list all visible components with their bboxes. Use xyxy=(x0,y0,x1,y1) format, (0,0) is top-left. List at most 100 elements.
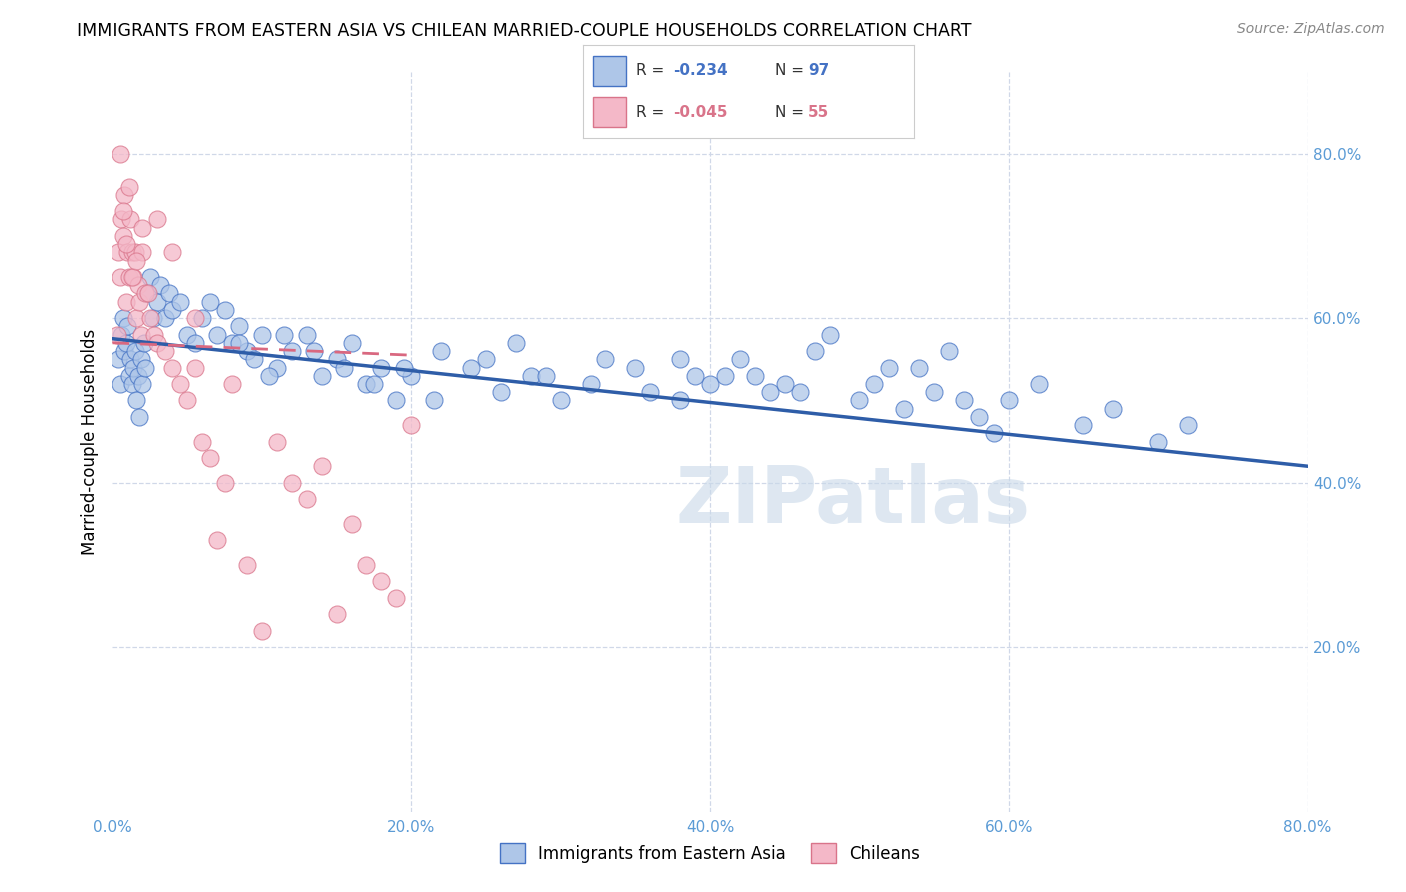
Text: 97: 97 xyxy=(808,63,830,78)
Text: Source: ZipAtlas.com: Source: ZipAtlas.com xyxy=(1237,22,1385,37)
Point xyxy=(370,574,392,589)
Point xyxy=(998,393,1021,408)
Point xyxy=(121,270,143,285)
Point xyxy=(683,368,706,383)
Point xyxy=(191,434,214,449)
Point xyxy=(121,376,143,391)
Point xyxy=(122,270,145,285)
Point xyxy=(125,253,148,268)
Point xyxy=(340,335,363,350)
Point xyxy=(250,624,273,638)
Point xyxy=(139,311,162,326)
Point xyxy=(281,344,304,359)
Point xyxy=(110,327,132,342)
Point xyxy=(818,327,841,342)
Point xyxy=(131,220,153,235)
Point xyxy=(214,302,236,317)
Point xyxy=(430,344,453,359)
Point xyxy=(385,393,408,408)
Point xyxy=(370,360,392,375)
Point xyxy=(131,245,153,260)
Point xyxy=(401,368,423,383)
Point xyxy=(803,344,825,359)
Point xyxy=(640,385,662,400)
Point xyxy=(295,492,318,507)
Point xyxy=(422,393,444,408)
Point xyxy=(259,368,281,383)
Point xyxy=(191,311,214,326)
Point xyxy=(134,286,156,301)
Point xyxy=(162,245,183,260)
Point xyxy=(120,212,142,227)
Point xyxy=(157,286,180,301)
Point xyxy=(125,311,148,326)
Point xyxy=(333,360,356,375)
Point xyxy=(115,335,138,350)
Bar xyxy=(593,97,627,127)
Point xyxy=(520,368,543,383)
Point xyxy=(128,294,150,309)
Text: N =: N = xyxy=(775,104,808,120)
Point xyxy=(1073,418,1095,433)
Point xyxy=(205,533,228,548)
Point xyxy=(534,368,557,383)
Point xyxy=(132,335,155,350)
Point xyxy=(938,344,960,359)
Text: R =: R = xyxy=(637,63,669,78)
Point xyxy=(146,212,169,227)
Point xyxy=(460,360,482,375)
Point xyxy=(250,327,273,342)
Point xyxy=(114,187,135,202)
Point xyxy=(105,327,128,342)
Point xyxy=(475,352,498,367)
Point xyxy=(281,475,304,490)
Point xyxy=(111,228,134,243)
Point xyxy=(295,327,318,342)
Point xyxy=(115,237,138,252)
Text: -0.234: -0.234 xyxy=(672,63,727,78)
Point xyxy=(401,418,423,433)
Point xyxy=(142,311,165,326)
Point xyxy=(983,426,1005,441)
Point xyxy=(205,327,228,342)
Point xyxy=(228,319,250,334)
Point xyxy=(624,360,647,375)
Point xyxy=(773,376,796,391)
Point xyxy=(169,376,191,391)
Point xyxy=(114,344,135,359)
Point xyxy=(967,409,990,424)
Point xyxy=(198,450,221,465)
Point xyxy=(266,360,288,375)
Point xyxy=(340,516,363,531)
Point xyxy=(169,294,191,309)
Point xyxy=(1147,434,1170,449)
Point xyxy=(953,393,976,408)
Point xyxy=(699,376,721,391)
Point xyxy=(183,360,205,375)
Point xyxy=(356,558,378,572)
Point xyxy=(579,376,602,391)
Point xyxy=(111,204,134,219)
Point xyxy=(550,393,572,408)
Bar xyxy=(593,56,627,86)
Point xyxy=(124,344,146,359)
Point xyxy=(214,475,236,490)
Point xyxy=(117,245,139,260)
Point xyxy=(139,270,162,285)
Point xyxy=(228,335,250,350)
Point xyxy=(302,344,325,359)
Point xyxy=(108,376,131,391)
Point xyxy=(392,360,415,375)
Point xyxy=(489,385,512,400)
Point xyxy=(183,311,205,326)
Point xyxy=(162,360,183,375)
Point xyxy=(669,352,692,367)
Point xyxy=(893,401,915,416)
Point xyxy=(385,591,408,605)
Point xyxy=(135,286,157,301)
Point xyxy=(183,335,205,350)
Point xyxy=(125,393,148,408)
Legend: Immigrants from Eastern Asia, Chileans: Immigrants from Eastern Asia, Chileans xyxy=(494,837,927,870)
Point xyxy=(669,393,692,408)
Point xyxy=(863,376,886,391)
